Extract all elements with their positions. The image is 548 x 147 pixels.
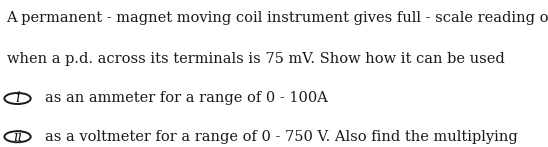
Text: as an ammeter for a range of 0 - 100A: as an ammeter for a range of 0 - 100A [45, 91, 328, 106]
Text: ii: ii [13, 130, 22, 144]
Text: i: i [15, 91, 20, 106]
Text: as a voltmeter for a range of 0 - 750 V. Also find the multiplying: as a voltmeter for a range of 0 - 750 V.… [45, 130, 518, 144]
Text: A permanent - magnet moving coil instrument gives full - scale reading of 25 mA: A permanent - magnet moving coil instrum… [7, 11, 548, 25]
Text: when a p.d. across its terminals is 75 mV. Show how it can be used: when a p.d. across its terminals is 75 m… [7, 52, 504, 66]
